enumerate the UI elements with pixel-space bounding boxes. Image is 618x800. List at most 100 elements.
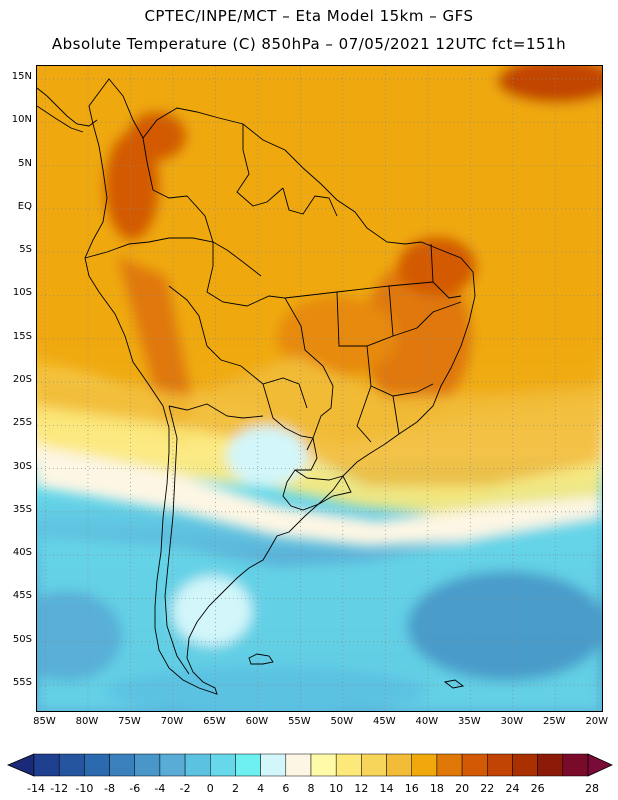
lon-tick-label: 60W	[245, 716, 269, 727]
lat-tick-label: 25S	[12, 417, 32, 429]
hot-core-brazil-east	[362, 261, 472, 411]
cold-tongue-patagonia	[172, 576, 252, 646]
south-america-coastline	[84, 78, 476, 695]
colorbar-level-label: 6	[282, 782, 290, 795]
lat-tick-label: 15N	[11, 70, 32, 82]
lat-tick-label: 10N	[11, 114, 32, 126]
colorbar-level-label: 16	[404, 782, 419, 795]
brazil-western-border	[206, 242, 334, 451]
colorbar-level-label: -12	[50, 782, 69, 795]
colorbar-level-label: -10	[75, 782, 94, 795]
colorbar-level-label: 10	[329, 782, 344, 795]
hot-core-venezuela	[127, 111, 187, 161]
colombia-peru-border	[84, 237, 262, 277]
lat-tick-label: EQ	[17, 200, 32, 212]
colorbar-level-label: -6	[129, 782, 141, 795]
colorbar-swatch	[109, 753, 135, 777]
uruguay-border	[282, 469, 352, 511]
lat-tick-label: 10S	[12, 287, 32, 299]
colorbar-arrow-left	[6, 753, 35, 777]
colorbar-swatch	[411, 753, 438, 777]
lon-tick-label: 35W	[457, 716, 481, 727]
lon-tick-label: 70W	[160, 716, 184, 727]
hot-core-brazil-ne	[397, 236, 477, 296]
country-borders	[37, 78, 476, 695]
hot-core-central-brazil	[277, 296, 397, 376]
colorbar-level-label: 2	[231, 782, 239, 795]
lon-tick-label: 30W	[500, 716, 524, 727]
colorbar-swatch	[335, 753, 362, 777]
colorbar-level-label: 18	[429, 782, 444, 795]
colorbar-swatch	[461, 753, 488, 777]
cold-core-drake	[107, 666, 427, 711]
mild-band-subtropics	[37, 356, 602, 496]
colorbar-swatch	[210, 753, 236, 777]
colorbar-swatch	[260, 753, 287, 777]
falkland-islands	[248, 653, 274, 665]
bolivia-border	[168, 285, 308, 409]
colorbar-level-label: 20	[455, 782, 470, 795]
colorbar-swatch	[487, 753, 513, 777]
colorbar-level-label: 8	[307, 782, 315, 795]
yellow-band-south	[37, 406, 602, 516]
lon-tick-label: 40W	[415, 716, 439, 727]
colorbar-level-label: 4	[257, 782, 265, 795]
colorbar-swatch	[537, 753, 564, 777]
lon-tick-label: 20W	[585, 716, 609, 727]
colorbar-swatch	[310, 753, 337, 777]
map-canvas	[37, 66, 602, 711]
colorbar-swatch	[33, 753, 60, 777]
hot-core-caribbean	[497, 66, 602, 103]
argentina-chile-border	[164, 405, 190, 675]
cream-band-south	[37, 446, 602, 546]
south-georgia	[443, 679, 465, 689]
colorbar-swatch	[184, 753, 211, 777]
lat-tick-label: 20S	[12, 374, 32, 385]
colorbar-swatch	[84, 753, 110, 777]
argentina-north-border	[168, 403, 264, 419]
lat-tick-label: 5S	[19, 244, 32, 256]
colorbar-swatch	[436, 753, 463, 777]
temperature-map	[36, 65, 603, 712]
colombia-venezuela-border	[142, 137, 214, 243]
colorbar-swatch	[562, 753, 589, 777]
temperature-field-blobs	[37, 66, 602, 711]
venezuela-guyana-border	[236, 124, 284, 207]
brazil-states	[284, 243, 462, 443]
cold-core-pacific	[37, 591, 122, 681]
colorbar-swatch	[159, 753, 186, 777]
lat-tick-label: 55S	[12, 677, 32, 689]
cold-tongue-uruguay	[227, 426, 307, 486]
lat-tick-label: 40S	[12, 547, 32, 559]
colorbar-swatch	[134, 753, 161, 777]
colorbar-level-label: 28	[585, 782, 599, 795]
central-america-coast	[37, 87, 98, 133]
lon-tick-label: 45W	[373, 716, 396, 727]
colorbar-swatch	[235, 753, 261, 777]
colorbar-swatch	[512, 753, 538, 777]
colorbar-swatch	[386, 753, 412, 777]
lon-tick-label: 65W	[203, 716, 226, 727]
colorbar-level-label: -8	[104, 782, 116, 795]
lon-tick-label: 55W	[288, 716, 311, 727]
colorbar-level-label: 22	[480, 782, 495, 795]
colorbar	[6, 753, 613, 777]
lat-tick-label: 35S	[12, 503, 32, 515]
colorbar-level-label: -14	[27, 782, 45, 795]
lon-tick-label: 75W	[118, 716, 141, 727]
lat-tick-label: 50S	[12, 633, 32, 645]
colorbar-level-label: -2	[179, 782, 191, 795]
lon-tick-label: 80W	[75, 716, 99, 727]
lat-tick-label: 5N	[18, 157, 32, 169]
lon-tick-label: 50W	[330, 716, 354, 727]
lon-tick-label: 25W	[542, 716, 566, 727]
lat-tick-label: 15S	[12, 330, 32, 342]
cold-core-southatlantic	[407, 571, 602, 681]
colorbar-arrow-right	[587, 753, 613, 777]
colorbar-level-label: 0	[206, 782, 214, 795]
lat-tick-label: 30S	[12, 460, 32, 472]
chart-title-line1: CPTEC/INPE/MCT – Eta Model 15km – GFS	[144, 7, 474, 25]
colorbar-level-label: 14	[379, 782, 394, 795]
lat-tick-label: 45S	[12, 590, 32, 602]
colorbar-level-label: -4	[154, 782, 166, 795]
